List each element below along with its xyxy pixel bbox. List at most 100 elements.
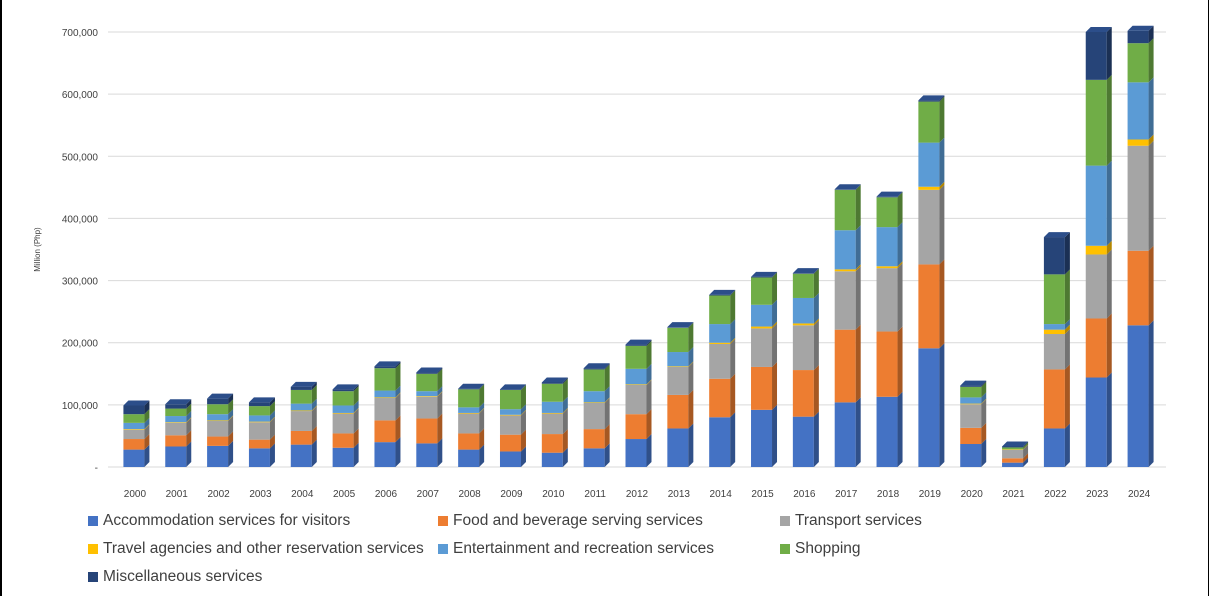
bar-segment bbox=[1043, 329, 1065, 335]
bar-segment-top bbox=[876, 191, 903, 197]
y-tick-label: 600,000 bbox=[62, 90, 99, 101]
bar-segment bbox=[1002, 447, 1024, 450]
stacked-bar-chart: - 100,000 200,000 300,000 400,000 500,000 600,… bbox=[33, 25, 1166, 500]
bar-stack-2019 bbox=[918, 95, 945, 467]
bar-segment bbox=[123, 449, 145, 467]
legend-item: Transport services bbox=[780, 512, 922, 530]
bar-segment-side bbox=[604, 397, 610, 403]
bar-segment bbox=[1085, 32, 1107, 80]
bar-segment-side bbox=[939, 95, 945, 102]
bar-segment bbox=[416, 396, 438, 397]
bar-segment-side bbox=[1148, 245, 1154, 326]
bar-segment-side bbox=[646, 379, 652, 385]
x-tick-label: 2012 bbox=[626, 489, 649, 500]
bar-segment-side bbox=[646, 363, 652, 385]
legend-label: Entertainment and recreation services bbox=[453, 540, 715, 557]
bar-segment-side bbox=[437, 391, 443, 419]
legend-label: Travel agencies and other reservation se… bbox=[103, 540, 424, 557]
bar-segment-side bbox=[1023, 444, 1029, 450]
bar-stack-2009 bbox=[499, 384, 526, 467]
bar-segment-side bbox=[144, 417, 150, 430]
bar-segment-side bbox=[353, 386, 359, 406]
bar-segment bbox=[207, 420, 229, 422]
bar-segment bbox=[416, 396, 438, 419]
bar-segment-side bbox=[855, 225, 861, 270]
bar-segment-side bbox=[228, 440, 234, 467]
bar-segment-side bbox=[269, 443, 275, 467]
bar-stack-2004 bbox=[290, 381, 317, 467]
bar-segment-top bbox=[667, 322, 694, 328]
bar-segment-side bbox=[353, 428, 359, 448]
bar-segment-side bbox=[269, 434, 275, 449]
bar-segment bbox=[1043, 237, 1065, 275]
bar-segment bbox=[458, 413, 480, 434]
x-tick-label: 2003 bbox=[249, 489, 272, 500]
bar-segment bbox=[458, 433, 480, 450]
bar-segment bbox=[1085, 318, 1107, 378]
bar-segment bbox=[792, 297, 814, 324]
bar-segment bbox=[792, 323, 814, 326]
bar-segment-side bbox=[1106, 27, 1112, 80]
bar-segment-side bbox=[269, 397, 275, 407]
legend-item: Accommodation services for visitors bbox=[88, 512, 350, 530]
bars bbox=[123, 25, 1154, 467]
bar-segment bbox=[541, 413, 563, 435]
bar-segment-side bbox=[688, 322, 694, 353]
bar-segment-side bbox=[646, 339, 652, 346]
bar-segment-side bbox=[939, 96, 945, 143]
bar-segment-side bbox=[228, 399, 234, 415]
bar-segment bbox=[123, 429, 145, 430]
bar-segment-top bbox=[1127, 25, 1154, 31]
bar-segment bbox=[290, 444, 312, 467]
bar-segment-side bbox=[939, 181, 945, 190]
bar-segment-side bbox=[813, 268, 819, 274]
bar-segment bbox=[667, 366, 689, 367]
bar-segment-top bbox=[248, 397, 275, 403]
bar-segment bbox=[876, 266, 898, 269]
bar-segment-top bbox=[416, 367, 443, 373]
bar-segment-side bbox=[855, 266, 861, 330]
bar-segment bbox=[248, 439, 270, 449]
bar-segment bbox=[709, 417, 731, 467]
bar-segment bbox=[583, 391, 605, 403]
bar-segment bbox=[709, 378, 731, 418]
x-tick-label: 2013 bbox=[668, 489, 691, 500]
bar-segment bbox=[207, 421, 229, 437]
bar-segment-side bbox=[688, 361, 694, 367]
bar-segment-side bbox=[144, 434, 150, 450]
bar-segment bbox=[1002, 449, 1024, 459]
bar-segment bbox=[583, 402, 605, 430]
legend-swatch bbox=[780, 516, 790, 526]
bar-segment-side bbox=[855, 184, 861, 231]
bar-segment-top bbox=[290, 381, 317, 387]
bar-segment-side bbox=[186, 399, 192, 409]
bar-segment bbox=[499, 414, 521, 416]
bar-segment-side bbox=[604, 363, 610, 370]
bar-segment-side bbox=[730, 412, 736, 467]
bar-segment-side bbox=[688, 389, 694, 429]
bar-segment-side bbox=[1148, 25, 1154, 44]
bar-segment-side bbox=[939, 259, 945, 349]
bar-segment bbox=[876, 197, 898, 228]
y-tick-label: - bbox=[95, 463, 98, 474]
bar-segment bbox=[248, 448, 270, 467]
bar-segment-side bbox=[311, 439, 317, 467]
bar-segment-side bbox=[479, 384, 485, 408]
bar-segment bbox=[290, 411, 312, 431]
y-tick-label: 500,000 bbox=[62, 152, 99, 163]
bar-stack-2016 bbox=[792, 268, 819, 467]
bar-stack-2024 bbox=[1127, 25, 1154, 467]
bar-segment bbox=[625, 368, 647, 385]
bar-segment-side bbox=[772, 404, 778, 467]
legend-label: Accommodation services for visitors bbox=[103, 512, 351, 529]
bar-segment bbox=[1127, 325, 1149, 467]
bar-segment-side bbox=[1148, 134, 1154, 146]
bar-segment-top bbox=[499, 384, 526, 390]
bar-segment bbox=[123, 439, 145, 450]
bar-segment bbox=[751, 409, 773, 467]
bar-segment-top bbox=[625, 339, 652, 345]
bar-segment bbox=[1043, 334, 1065, 370]
bar-segment-side bbox=[897, 326, 903, 397]
x-tick-label: 2016 bbox=[793, 489, 816, 500]
bar-segment-side bbox=[1023, 453, 1029, 463]
